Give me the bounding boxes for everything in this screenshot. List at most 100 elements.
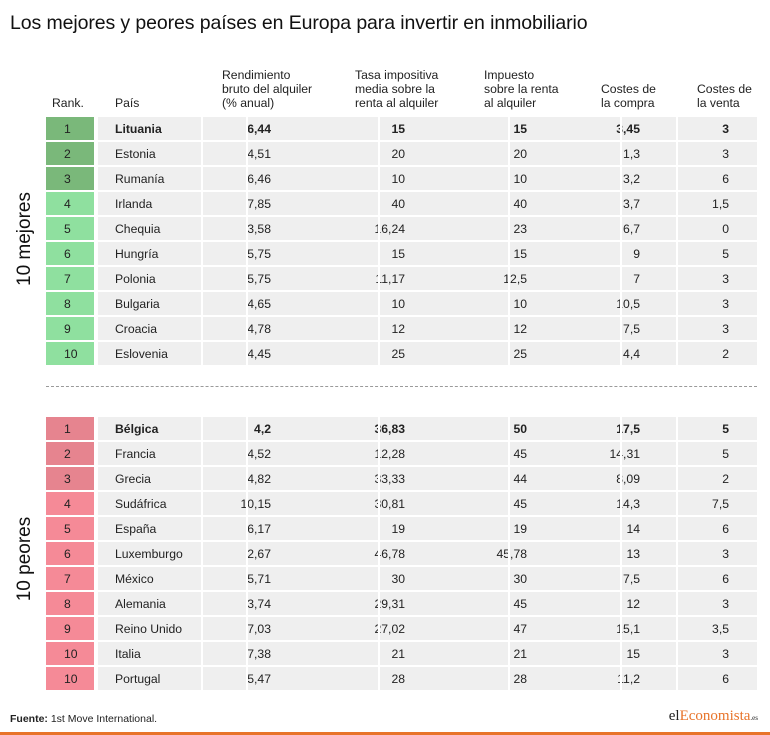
value-cell: 45 <box>513 497 527 511</box>
column-separator <box>378 292 380 315</box>
country-cell-background <box>98 267 201 290</box>
row-background <box>203 492 757 515</box>
column-separator <box>508 292 510 315</box>
row-background <box>203 567 757 590</box>
value-cell: 5,75 <box>247 272 271 286</box>
column-separator <box>508 342 510 365</box>
column-separator <box>676 267 678 290</box>
table-row: 8 Alemania 3,74 29,31 45 12 3 <box>46 592 757 615</box>
column-separator <box>620 517 622 540</box>
country-name: España <box>115 522 157 536</box>
value-cell: 33,33 <box>374 472 406 486</box>
country-cell-background <box>98 542 201 565</box>
column-separator <box>508 267 510 290</box>
column-separator <box>246 342 248 365</box>
column-separator <box>620 317 622 340</box>
country-name: Reino Unido <box>115 622 183 636</box>
value-cell: 6,46 <box>247 172 271 186</box>
column-separator <box>378 592 380 615</box>
value-cell: 3 <box>722 322 729 336</box>
value-cell: 3,7 <box>623 197 640 211</box>
rank-badge: 8 <box>46 292 94 315</box>
column-separator <box>508 192 510 215</box>
column-separator <box>620 442 622 465</box>
header-tax: Impuesto sobre la renta al alquiler <box>484 68 559 110</box>
column-separator <box>508 217 510 240</box>
bottom-accent-bar <box>0 732 770 735</box>
column-separator <box>620 617 622 640</box>
column-separator <box>620 592 622 615</box>
column-separator <box>676 192 678 215</box>
value-cell: 2 <box>722 472 729 486</box>
country-name: Bélgica <box>115 422 159 436</box>
column-separator <box>508 667 510 690</box>
rank-value: 5 <box>64 522 71 536</box>
rank-value: 2 <box>64 447 71 461</box>
rank-value: 5 <box>64 222 71 236</box>
rank-value: 7 <box>64 572 71 586</box>
row-background <box>203 517 757 540</box>
value-cell: 4,82 <box>247 472 271 486</box>
country-name: Luxemburgo <box>115 547 183 561</box>
column-separator <box>676 567 678 590</box>
value-cell: 15,1 <box>616 622 640 636</box>
column-separator <box>620 242 622 265</box>
value-cell: 7,03 <box>247 622 271 636</box>
column-separator <box>246 292 248 315</box>
value-cell: 12 <box>513 322 527 336</box>
rank-value: 8 <box>64 597 71 611</box>
table-row: 7 México 5,71 30 30 7,5 6 <box>46 567 757 590</box>
value-cell: 3,45 <box>616 122 640 136</box>
row-background <box>203 342 757 365</box>
value-cell: 1,3 <box>623 147 640 161</box>
rank-badge: 2 <box>46 142 94 165</box>
column-separator <box>378 542 380 565</box>
column-separator <box>508 642 510 665</box>
country-name: Grecia <box>115 472 151 486</box>
column-separator <box>508 567 510 590</box>
table-row: 2 Francia 4,52 12,28 45 14,31 5 <box>46 442 757 465</box>
country-name: Estonia <box>115 147 156 161</box>
column-separator <box>620 292 622 315</box>
column-separator <box>620 267 622 290</box>
value-cell: 44 <box>513 472 527 486</box>
rank-badge: 4 <box>46 492 94 515</box>
value-cell: 3,58 <box>247 222 271 236</box>
rank-value: 2 <box>64 147 71 161</box>
value-cell: 2 <box>722 347 729 361</box>
country-name: Hungría <box>115 247 159 261</box>
table-row: 10 Eslovenia 4,45 25 25 4,4 2 <box>46 342 757 365</box>
country-name: Rumanía <box>115 172 165 186</box>
country-name: Francia <box>115 447 156 461</box>
value-cell: 8,09 <box>616 472 640 486</box>
rank-badge: 10 <box>46 667 94 690</box>
column-separator <box>676 517 678 540</box>
rank-value: 10 <box>64 672 78 686</box>
country-name: Bulgaria <box>115 297 160 311</box>
rank-value: 7 <box>64 272 71 286</box>
table-row: 1 Lituania 6,44 15 15 3,45 3 <box>46 117 757 140</box>
column-separator <box>676 417 678 440</box>
column-separator <box>508 167 510 190</box>
row-background <box>203 142 757 165</box>
column-separator <box>676 217 678 240</box>
value-cell: 14,31 <box>609 447 641 461</box>
column-separator <box>378 342 380 365</box>
value-cell: 11,2 <box>617 672 640 686</box>
value-cell: 21 <box>513 647 527 661</box>
value-cell: 10,15 <box>240 497 272 511</box>
column-separator <box>508 542 510 565</box>
table-row: 1 Bélgica 4,2 36,83 50 17,5 5 <box>46 417 757 440</box>
value-cell: 1,5 <box>712 197 729 211</box>
header-rank: Rank. <box>52 96 84 110</box>
rank-value: 9 <box>64 322 71 336</box>
country-name: Portugal <box>115 672 161 686</box>
value-cell: 10 <box>513 172 527 186</box>
column-separator <box>620 567 622 590</box>
column-separator <box>378 517 380 540</box>
rank-badge: 5 <box>46 217 94 240</box>
value-cell: 20 <box>391 147 405 161</box>
value-cell: 0 <box>722 222 729 236</box>
column-separator <box>378 467 380 490</box>
rank-badge: 9 <box>46 617 94 640</box>
